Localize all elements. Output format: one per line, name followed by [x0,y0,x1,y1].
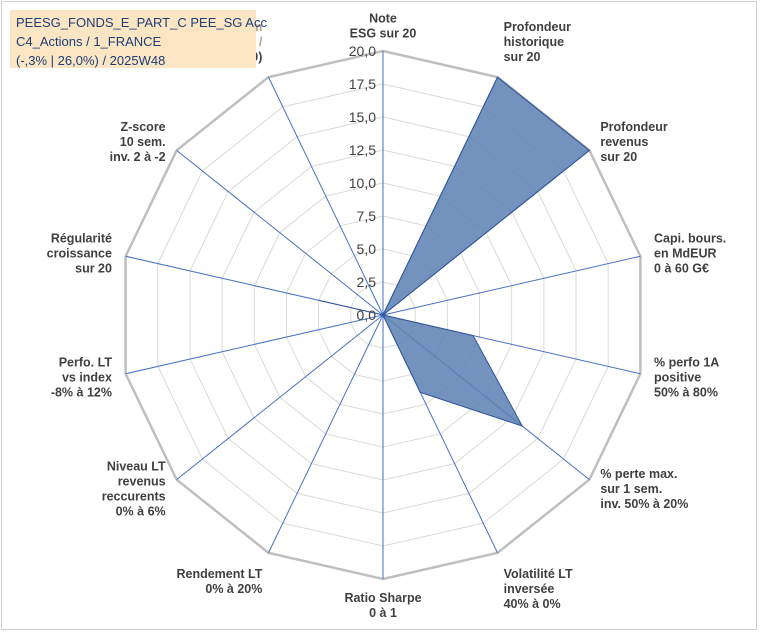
axis-label-8-line-1: 0% à 20% [205,582,262,596]
axis-label-2: Profondeur revenus sur 20 [600,120,667,164]
axis-label-2-line-2: sur 20 [600,150,637,164]
axis-labels: Note ESG sur 20 Profondeur historique sur 20… [47,11,727,620]
axis-label-9-line-3: 0% à 6% [116,504,166,518]
axis-label-6: Volatilité LT inversée 40% à 0% [504,567,573,611]
axis-label-5: % perte max. sur 1 sem. inv. 50% à 20% [600,467,688,511]
axis-label-5-line-2: inv. 50% à 20% [600,497,688,511]
axis-label-4: % perfo 1A positive 50% à 80% [654,355,719,399]
radial-tick-1: 2,5 [357,274,377,290]
axis-label-12-line-1: 10 sem. [120,135,166,149]
radial-tick-6: 15,0 [349,109,376,125]
axis-label-9-line-0: Niveau LT [107,459,166,473]
axis-label-10-line-2: -8% à 12% [51,385,112,399]
axis-label-12: Z-score 10 sem. inv. 2 à -2 [110,120,166,164]
axis-label-11-line-2: sur 20 [75,262,112,276]
axis-label-7: Ratio Sharpe 0 à 1 [344,591,421,620]
axis-label-9: Niveau LT revenus reccurents 0% à 6% [102,459,166,518]
axis-label-10: Perfo. LT vs index -8% à 12% [51,355,113,399]
axis-label-1-line-1: historique [504,35,564,49]
axis-label-6-line-1: inversée [504,582,555,596]
axis-label-12-line-2: inv. 2 à -2 [110,150,166,164]
spoke-13 [268,76,384,316]
axis-label-9-line-1: revenus [118,474,166,488]
axis-label-11-line-1: croissance [47,247,112,261]
axis-label-7-line-0: Ratio Sharpe [344,591,421,605]
axis-label-1: Profondeur historique sur 20 [504,20,571,64]
axis-label-3-line-2: 0 à 60 G€ [654,262,709,276]
axis-label-10-line-0: Perfo. LT [59,355,113,369]
axis-label-8: Rendement LT 0% à 20% [176,567,262,596]
axis-label-7-line-1: 0 à 1 [369,606,397,620]
series-area [318,76,591,427]
radial-tick-labels: 0,0 2,5 5,0 7,5 10,0 12,5 15,0 17,5 20,0 [349,43,376,323]
spoke-9 [176,314,384,480]
radial-tick-5: 12,5 [349,142,376,158]
radial-tick-3: 7,5 [357,208,377,224]
chart-title-line-3: (-,3% | 26,0%) / 2025W48 [16,53,166,68]
radial-tick-7: 17,5 [349,76,376,92]
axis-label-8-line-0: Rendement LT [176,567,262,581]
radar-series [318,76,591,427]
radial-tick-2: 5,0 [357,241,377,257]
axis-label-0: Note ESG sur 20 [350,11,417,40]
axis-label-5-line-1: sur 1 sem. [600,482,662,496]
axis-label-1-line-2: sur 20 [504,50,541,64]
radial-tick-4: 10,0 [349,175,376,191]
axis-label-0-line-0: Note [369,11,397,25]
axis-label-12-line-0: Z-score [120,120,165,134]
spoke-3 [382,255,641,316]
axis-label-5-line-0: % perte max. [600,467,677,481]
axis-label-6-line-2: 40% à 0% [504,597,561,611]
axis-label-9-line-2: reccurents [102,489,166,503]
axis-label-4-line-0: % perfo 1A [654,355,719,369]
axis-label-6-line-0: Volatilité LT [504,567,573,581]
spoke-10 [125,314,384,375]
radial-tick-0: 0,0 [357,307,377,323]
axis-label-4-line-2: 50% à 80% [654,385,718,399]
chart-title-line-2: C4_Actions / 1_FRANCE [16,34,162,49]
axis-label-11: Régularité croissance sur 20 [47,232,112,276]
spoke-12 [176,150,384,316]
axis-label-3-line-0: Capi. bours. [654,232,726,246]
axis-label-4-line-1: positive [654,370,701,384]
spoke-8 [268,314,384,554]
axis-label-10-line-1: vs index [62,370,112,384]
chart-title-box: PEESG_FONDS_E_PART_C PEE_SG Acc C4_Actio… [10,10,267,68]
radial-tick-8: 20,0 [349,43,376,59]
axis-label-3: Capi. bours. en MdEUR 0 à 60 G€ [654,232,726,276]
axis-label-2-line-0: Profondeur [600,120,667,134]
chart-title-line-1: PEESG_FONDS_E_PART_C PEE_SG Acc [16,15,267,30]
axis-label-11-line-0: Régularité [51,232,112,246]
axis-label-2-line-1: revenus [600,135,648,149]
axis-label-0-line-1: ESG sur 20 [350,26,417,40]
axis-label-1-line-0: Profondeur [504,20,571,34]
axis-label-3-line-1: en MdEUR [654,247,717,261]
